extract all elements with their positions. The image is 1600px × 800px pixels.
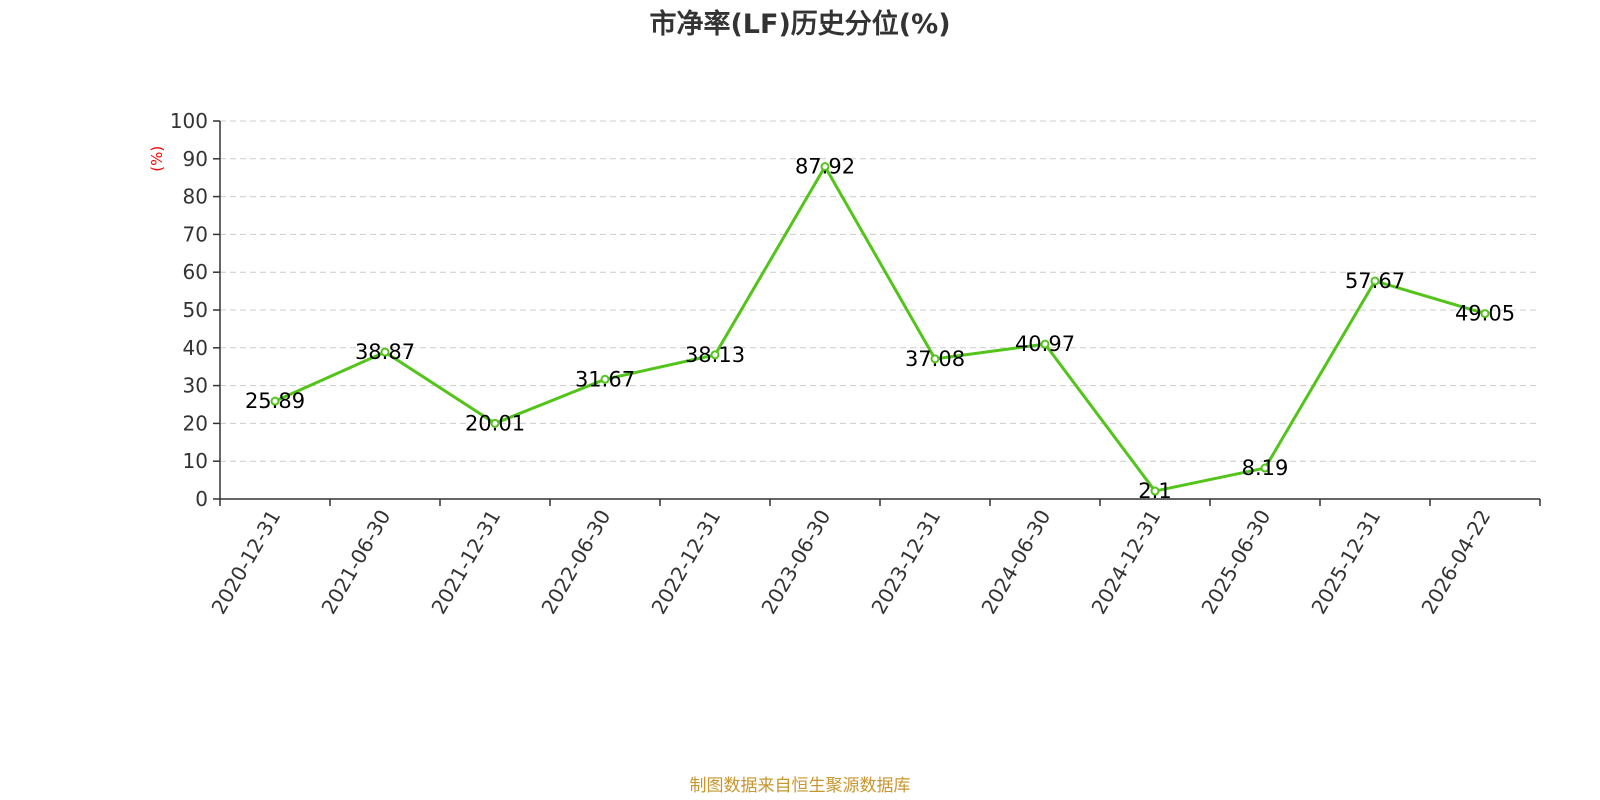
chart-title: 市净率(LF)历史分位(%) — [649, 8, 950, 40]
x-tick-label: 2022-06-30 — [536, 506, 615, 619]
x-tick-label: 2025-12-31 — [1306, 506, 1385, 619]
data-label: 38.87 — [355, 340, 415, 364]
data-point — [1040, 339, 1050, 349]
data-point — [930, 354, 940, 364]
x-tick-label: 2022-12-31 — [646, 506, 725, 619]
data-label: 20.01 — [465, 411, 525, 435]
source-note: 制图数据来自恒生聚源数据库 — [690, 776, 911, 796]
x-tick-label: 2025-06-30 — [1196, 506, 1275, 619]
y-tick-label: 0 — [195, 487, 208, 511]
data-point — [1370, 276, 1380, 286]
data-label: 37.08 — [905, 347, 965, 371]
data-label: 57.67 — [1345, 269, 1405, 293]
data-label: 25.89 — [245, 389, 305, 413]
data-label: 87.92 — [795, 155, 855, 179]
x-tick-label: 2023-06-30 — [756, 506, 835, 619]
y-tick-label: 100 — [170, 109, 208, 133]
series-line-group — [274, 165, 1486, 493]
data-point — [490, 418, 500, 428]
x-tick-label: 2021-06-30 — [316, 506, 395, 619]
data-label: 31.67 — [575, 367, 635, 391]
data-point — [1150, 486, 1160, 496]
data-point — [820, 162, 830, 172]
data-point — [710, 350, 720, 360]
data-point — [270, 396, 280, 406]
x-axis-ticks: 2020-12-31 2021-06-30 2021-12-31 2022-06-30… — [206, 499, 1541, 619]
data-label: 2.1 — [1138, 479, 1171, 503]
data-label: 49.05 — [1455, 302, 1515, 326]
gridlines — [220, 120, 1540, 462]
y-tick-label: 70 — [183, 222, 208, 246]
data-points — [270, 162, 1490, 496]
y-tick-label: 60 — [183, 260, 208, 284]
data-label: 40.97 — [1015, 332, 1075, 356]
y-axis-ticks: 0 10 20 30 40 50 60 70 80 90 100 — [170, 109, 220, 511]
x-tick-label: 2024-12-31 — [1086, 506, 1165, 619]
data-point — [380, 347, 390, 357]
y-tick-label: 40 — [183, 336, 208, 360]
y-axis-label: (%) — [148, 146, 166, 172]
series-line — [274, 165, 1486, 493]
y-tick-label: 10 — [183, 449, 208, 473]
data-point — [1480, 309, 1490, 319]
x-tick-label: 2021-12-31 — [426, 506, 505, 619]
y-tick-label: 80 — [183, 185, 208, 209]
x-tick-label: 2023-12-31 — [866, 506, 945, 619]
data-labels: 25.89 38.87 20.01 31.67 38.13 87.92 37.08 40.97… — [245, 155, 1515, 503]
data-label: 8.19 — [1242, 456, 1289, 480]
x-tick-label: 2024-06-30 — [976, 506, 1055, 619]
x-tick-label: 2026-04-22 — [1416, 506, 1495, 619]
y-tick-label: 20 — [183, 411, 208, 435]
y-tick-label: 50 — [183, 298, 208, 322]
data-point — [1260, 463, 1270, 473]
data-label: 38.13 — [685, 343, 745, 367]
x-tick-label: 2020-12-31 — [206, 506, 285, 619]
y-tick-label: 90 — [183, 147, 208, 171]
y-tick-label: 30 — [183, 374, 208, 398]
data-point — [600, 374, 610, 384]
